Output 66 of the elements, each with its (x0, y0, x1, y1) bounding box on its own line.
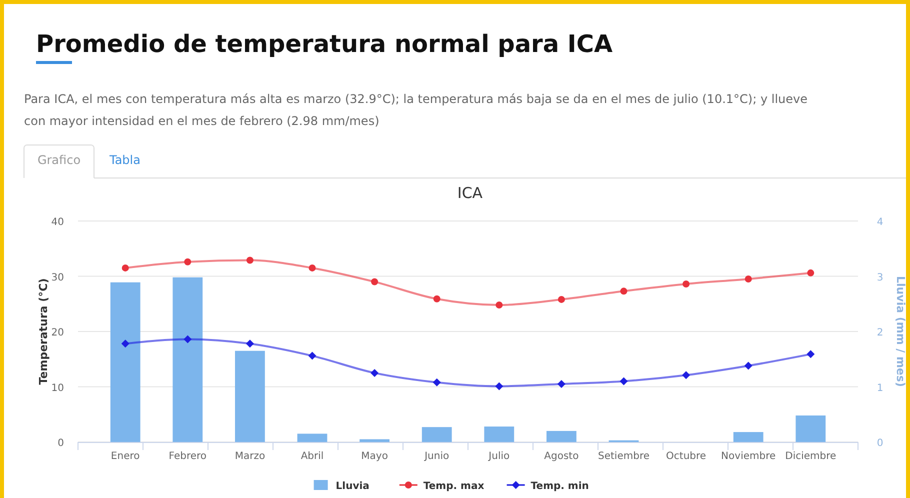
bar (546, 430, 576, 442)
text: Grafico (37, 153, 81, 167)
y-tick-label: 0 (58, 438, 64, 449)
y-tick-label: 30 (51, 272, 64, 284)
point (246, 256, 254, 264)
bar (110, 282, 140, 442)
bar (422, 427, 452, 442)
x-tick-label: Junio (424, 451, 450, 462)
bar (172, 277, 203, 442)
point (246, 340, 254, 348)
point (308, 352, 316, 360)
bar (733, 432, 764, 442)
point (682, 280, 690, 288)
legend-label: Lluvia (336, 481, 370, 492)
point (184, 335, 192, 344)
point (807, 269, 814, 276)
y-tick-label: 20 (51, 328, 64, 338)
y2-tick-label: 0 (876, 438, 884, 449)
point (557, 380, 566, 388)
point (744, 362, 752, 370)
x-tick-label: Febrero (168, 451, 207, 462)
y-axis-title: Temperatura (°C) (37, 278, 50, 385)
point (122, 264, 129, 272)
x-tick-label: Marzo (234, 451, 266, 462)
y-tick-label: 40 (51, 217, 64, 228)
point (496, 301, 503, 308)
chart-subtitle: Para ICA, el mes con temperatura más alta es marzo (32.9°C); la temperatura más baja se da en el mes de julio (10.1°C); y llueve con mayor intensidad en el mes de febrero (2.98 mm/mes) (24, 92, 808, 128)
y-tick-label: 10 (51, 382, 64, 394)
bar (360, 439, 390, 442)
x-tick-label: Setiembre (598, 451, 650, 462)
legend-label: Temp. min (530, 481, 589, 492)
point (558, 296, 565, 303)
y2-tick-label: 3 (876, 272, 884, 284)
text: ICA (457, 184, 484, 202)
point (308, 264, 316, 272)
x-tick-label: Mayo (361, 451, 388, 462)
x-tick-label: Octubre (666, 451, 706, 462)
point (433, 295, 440, 302)
point (806, 350, 815, 358)
y2-tick-label: 1 (876, 382, 884, 394)
bar (796, 415, 826, 442)
point (184, 258, 192, 266)
chart-title: Promedio de temperatura normal para ICA (36, 30, 613, 58)
point (432, 378, 441, 386)
y2-axis-title: Lluvia (mm / mes) (894, 276, 907, 387)
x-tick-label: Enero (110, 451, 140, 462)
x-tick-label: Julio (488, 451, 510, 462)
point (682, 371, 690, 380)
x-tick-label: Diciembre (785, 451, 836, 462)
x-tick-label: Agosto (544, 451, 579, 462)
point (495, 382, 504, 390)
point (370, 368, 379, 377)
point (744, 276, 752, 283)
point (371, 278, 378, 286)
bar (484, 426, 514, 442)
x-tick-label: Noviembre (721, 451, 776, 462)
y2-tick-label: 4 (876, 217, 884, 228)
bar (234, 350, 265, 442)
y2-tick-label: 2 (876, 328, 884, 338)
point (620, 377, 628, 386)
x-tick-label: Abril (300, 451, 324, 462)
legend-label: Temp. max (423, 481, 485, 492)
point (620, 288, 628, 295)
bar (297, 434, 328, 442)
point (121, 340, 130, 348)
text: Tabla (108, 153, 141, 167)
